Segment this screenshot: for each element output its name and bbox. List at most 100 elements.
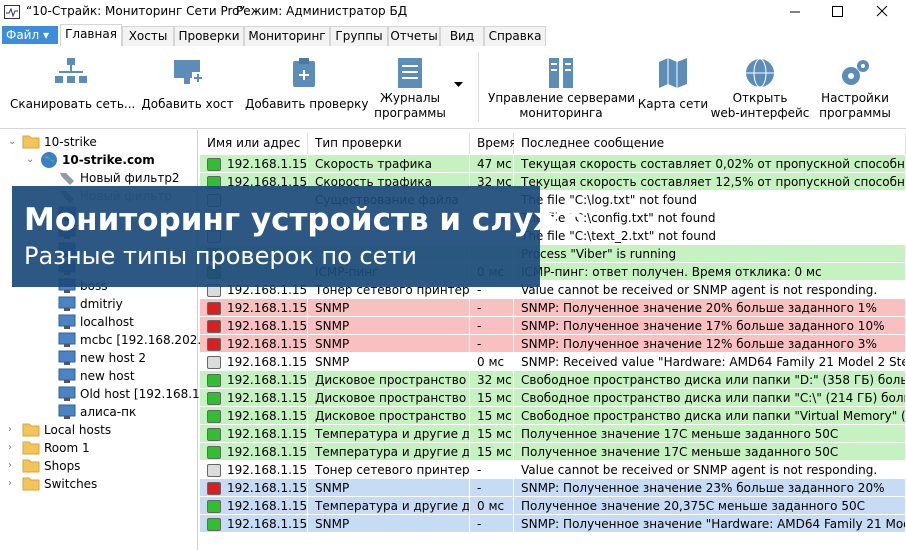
- tree-node[interactable]: dmitriy: [0, 295, 197, 313]
- table-row[interactable]: 192.168.1.154 Дисковое пространство 15 мс С…: [200, 407, 906, 425]
- table-cell: Текущая скорость составляет 12,5% от про…: [514, 173, 906, 191]
- column-header[interactable]: Имя или адрес: [200, 133, 308, 154]
- tree-node[interactable]: › Local hosts: [0, 421, 197, 439]
- ribbon-button[interactable]: Управление серверами мониторинга: [488, 46, 635, 128]
- status-icon: [207, 356, 221, 369]
- ribbon-label: Карта сети: [637, 97, 709, 111]
- tree-node[interactable]: Old host [192.168.1.153]: [0, 385, 231, 403]
- table-cell: Скорость трафика: [308, 155, 470, 173]
- table-cell: SNMP: [308, 515, 470, 533]
- tree-label: 10-strike: [44, 135, 97, 149]
- table-cell: Температура и другие датчи: [308, 443, 470, 461]
- ribbon-label: программы: [374, 106, 446, 120]
- table-row[interactable]: 192.168.1.154 Скорость трафика 47 мс Текуща…: [200, 155, 906, 173]
- table-cell: SNMP: [308, 299, 470, 317]
- menu-tab[interactable]: Отчеты: [388, 26, 440, 46]
- status-icon: [207, 392, 221, 405]
- tree-icon: [58, 368, 76, 383]
- table-cell: 192.168.1.154: [200, 407, 308, 425]
- ribbon-label: Управление серверами: [488, 91, 635, 105]
- menu-tab[interactable]: Главная: [60, 24, 122, 47]
- ribbon-icon: [549, 58, 573, 88]
- table-row[interactable]: 192.168.1.154 SNMP - SNMP: Полученное значе…: [200, 317, 906, 335]
- ribbon-button[interactable]: Сканировать сеть...: [10, 46, 135, 128]
- expander: ›: [8, 442, 12, 453]
- tree-node[interactable]: алиса-пк: [0, 403, 197, 421]
- tree-node[interactable]: › Shops: [0, 457, 197, 475]
- tree-label: алиса-пк: [80, 405, 137, 419]
- checks-table: Имя или адрес Тип проверки Время Последнее …: [200, 130, 906, 550]
- tree-node[interactable]: › Switches: [0, 475, 197, 493]
- tree-node[interactable]: mcbc [192.168.202.2]: [0, 331, 213, 349]
- table-cell: 32 мс: [470, 371, 514, 389]
- table-row[interactable]: 192.168.1.154 Тонер сетевого принтера - Val…: [200, 461, 906, 479]
- tree-node[interactable]: ⌄ 10-strike: [0, 133, 197, 151]
- table-row[interactable]: 192.168.1.154 Скорость трафика 32 мс Текуща…: [200, 173, 906, 191]
- tree-node[interactable]: › Room 1: [0, 439, 197, 457]
- ribbon-icon: [659, 58, 687, 88]
- table-cell: SNMP: Received value "Hardware: AMD64 Fa…: [514, 353, 906, 371]
- ribbon-button[interactable]: Добавить проверку: [245, 46, 368, 128]
- tree-icon: [60, 173, 74, 185]
- status-icon: [207, 518, 221, 531]
- ribbon-label: Добавить хост: [141, 97, 234, 111]
- menu-bar: Файл ▾ Главная Хосты Проверки Мониторинг Гру…: [0, 24, 906, 47]
- table-row[interactable]: 192.168.1.154 SNMP - SNMP: Полученное значе…: [200, 479, 906, 497]
- column-header[interactable]: Тип проверки: [308, 133, 470, 154]
- status-icon: [207, 410, 221, 423]
- column-header[interactable]: Время: [470, 133, 517, 154]
- table-cell: Дисковое пространство: [308, 407, 470, 425]
- table-row[interactable]: 192.168.1.154 SNMP - SNMP: Полученное значе…: [200, 335, 906, 353]
- tree-label: Old host [192.168.1.153]: [80, 387, 232, 401]
- table-row[interactable]: 192.168.1.154 SNMP 0 мс SNMP: Received valu…: [200, 353, 906, 371]
- ribbon-label: web-интерфейс: [710, 106, 810, 120]
- ribbon-button[interactable]: Журналы программы: [372, 46, 448, 128]
- menu-tab[interactable]: Группы: [330, 26, 388, 46]
- dropdown-arrow[interactable]: [454, 82, 463, 88]
- table-cell: SNMP: [308, 317, 470, 335]
- table-row[interactable]: 192.168.1.154 Дисковое пространство 32 мс С…: [200, 371, 906, 389]
- table-cell: Свободное пространство диска или папки "…: [514, 371, 906, 389]
- ribbon-button[interactable]: Открыть web-интерфейс: [708, 46, 812, 128]
- tree-icon: [58, 350, 76, 365]
- file-menu[interactable]: Файл ▾: [2, 26, 58, 44]
- menu-tab[interactable]: Мониторинг: [244, 26, 330, 46]
- menu-tab[interactable]: Вид: [440, 26, 484, 46]
- table-cell: ICMP-пинг: ответ получен. Время отклика:…: [514, 263, 906, 281]
- tree-node[interactable]: new host: [0, 367, 197, 385]
- menu-tab[interactable]: Справка: [484, 26, 546, 46]
- tree-label: new host 2: [80, 351, 146, 365]
- tree-node[interactable]: Новый фильтр2: [0, 169, 197, 187]
- tree-node[interactable]: ⌄ 10-strike.com: [0, 151, 197, 169]
- table-cell: -: [470, 461, 514, 479]
- table-cell: 192.168.1.154: [200, 299, 308, 317]
- tree-icon: [58, 314, 76, 329]
- window-controls[interactable]: [780, 0, 906, 24]
- ribbon-button[interactable]: Карта сети: [636, 46, 710, 128]
- tree-icon: [22, 477, 40, 491]
- tree-label: Local hosts: [44, 423, 112, 437]
- tree-label: mcbc [192.168.202.2]: [80, 333, 214, 347]
- table-cell: Дисковое пространство: [308, 389, 470, 407]
- ribbon-label: мониторинга: [519, 106, 603, 120]
- table-row[interactable]: 192.168.1.154 SNMP - SNMP: Полученное значе…: [200, 299, 906, 317]
- table-row[interactable]: 192.168.1.154 Дисковое пространство 15 мс С…: [200, 389, 906, 407]
- column-header[interactable]: Последнее сообщение: [514, 133, 906, 154]
- tree-node[interactable]: localhost: [0, 313, 197, 331]
- title-bar: “10-Страйк: Мониторинг Сети Pro” Режим: …: [0, 0, 906, 24]
- table-cell: Текущая скорость составляет 0,02% от про…: [514, 155, 906, 173]
- menu-tab[interactable]: Хосты: [122, 26, 174, 46]
- ribbon-button[interactable]: Настройки программы: [812, 46, 898, 128]
- ribbon-button[interactable]: Добавить хост: [140, 46, 235, 128]
- status-icon: [207, 500, 221, 513]
- menu-tab[interactable]: Проверки: [174, 26, 244, 46]
- table-row[interactable]: 192.168.1.154 SNMP - SNMP: Полученное значе…: [200, 515, 906, 533]
- tree-node[interactable]: new host 2: [0, 349, 197, 367]
- tree-icon: [58, 386, 76, 401]
- table-cell: 192.168.1.154: [200, 335, 308, 353]
- table-cell: 192.168.1.154: [200, 497, 308, 515]
- table-cell: Process "Viber" is running: [514, 245, 906, 263]
